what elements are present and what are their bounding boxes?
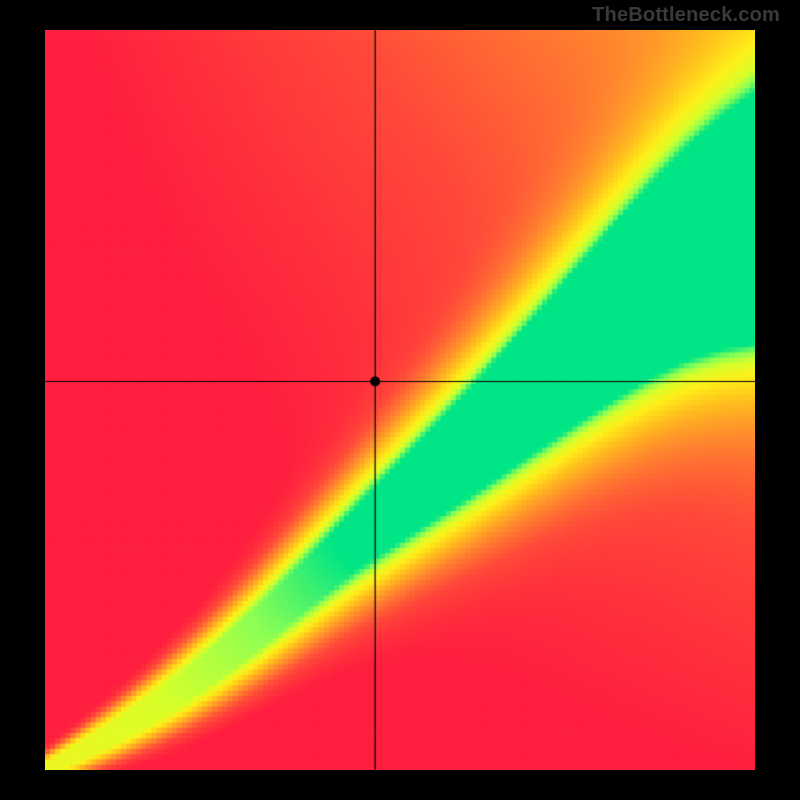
watermark-label: TheBottleneck.com	[592, 4, 780, 27]
bottleneck-heatmap	[45, 30, 755, 770]
